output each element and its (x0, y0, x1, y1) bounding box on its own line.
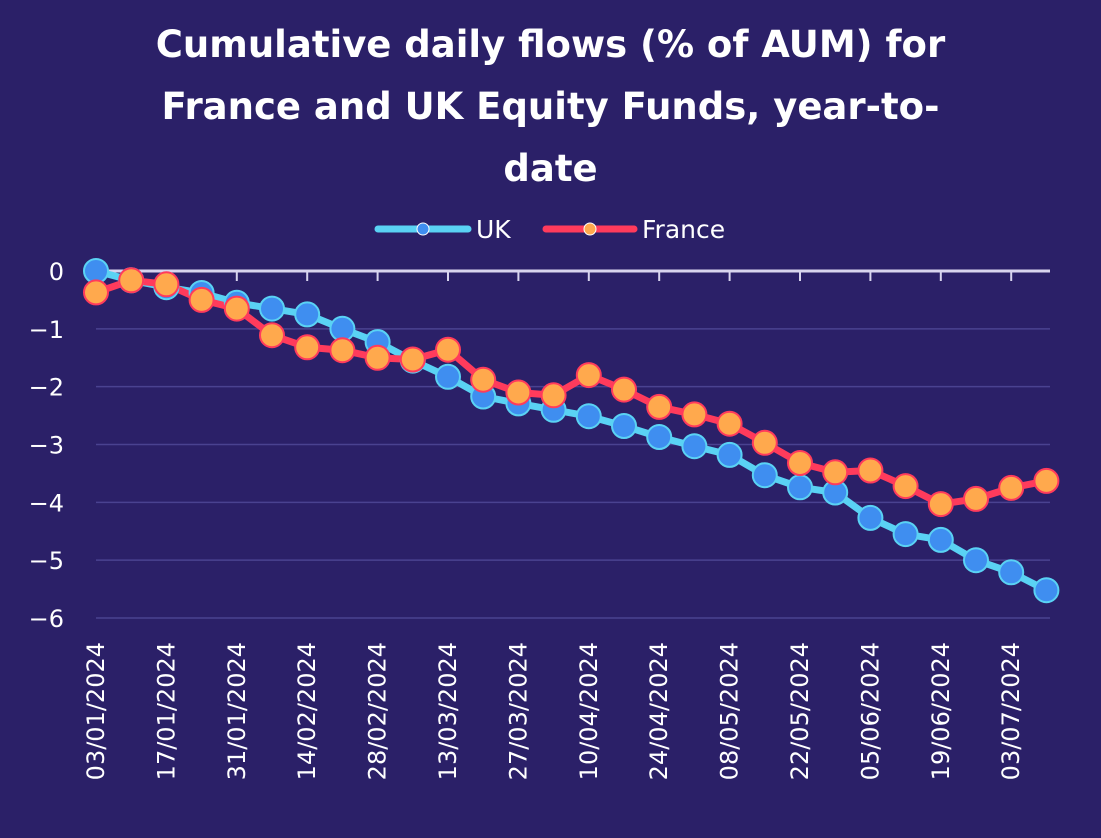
y-tick-label: −2 (29, 374, 64, 402)
x-tick-label: 27/03/2024 (504, 642, 532, 780)
x-tick-label: 10/04/2024 (575, 642, 603, 780)
data-point-france[interactable] (822, 459, 849, 486)
data-point-france[interactable] (716, 410, 743, 437)
x-tick-label: 19/06/2024 (927, 642, 955, 780)
x-tick-label: 28/02/2024 (364, 642, 392, 780)
data-point-uk[interactable] (927, 526, 954, 553)
data-point-uk[interactable] (998, 559, 1025, 586)
data-point-uk[interactable] (716, 441, 743, 468)
data-point-uk[interactable] (681, 433, 708, 460)
data-point-france[interactable] (435, 336, 461, 363)
data-point-france[interactable] (153, 271, 180, 298)
data-point-france[interactable] (611, 376, 637, 403)
y-tick-label: −3 (29, 432, 64, 460)
data-point-uk[interactable] (435, 363, 461, 390)
data-point-uk[interactable] (646, 424, 673, 450)
x-tick-label: 05/06/2024 (856, 642, 884, 780)
x-tick-label: 24/04/2024 (645, 642, 673, 780)
legend-uk-label: UK (476, 215, 511, 244)
data-point-france[interactable] (963, 485, 989, 512)
data-point-uk[interactable] (294, 301, 321, 328)
legend-item-france[interactable]: France (542, 215, 725, 244)
data-point-france[interactable] (540, 382, 567, 409)
data-point-france[interactable] (223, 295, 250, 322)
data-point-uk[interactable] (963, 547, 989, 574)
y-tick-label: −5 (29, 547, 64, 575)
data-point-france[interactable] (681, 401, 708, 428)
series-points (83, 258, 1060, 604)
legend-uk-marker (416, 222, 430, 236)
data-point-uk[interactable] (787, 474, 813, 501)
data-point-uk[interactable] (857, 504, 884, 531)
data-point-france[interactable] (470, 366, 497, 393)
data-point-uk[interactable] (611, 413, 637, 439)
data-point-uk[interactable] (892, 521, 919, 548)
data-point-france[interactable] (188, 286, 215, 313)
data-point-france[interactable] (646, 393, 673, 420)
x-tick-label: 14/02/2024 (293, 642, 321, 780)
x-tick-label: 03/07/2024 (997, 642, 1025, 780)
data-point-france[interactable] (118, 267, 145, 294)
data-point-france[interactable] (329, 337, 356, 364)
y-tick-label: −6 (29, 605, 64, 633)
legend-france-label: France (642, 215, 725, 244)
x-tick-label: 17/01/2024 (152, 642, 180, 780)
x-tick-label: 03/01/2024 (82, 642, 110, 780)
y-tick-label: −4 (29, 489, 64, 517)
x-tick-label: 31/01/2024 (223, 642, 251, 780)
data-point-france[interactable] (857, 457, 884, 484)
x-tick-label: 22/05/2024 (786, 642, 814, 780)
data-point-france[interactable] (364, 344, 391, 371)
data-point-uk[interactable] (1033, 577, 1060, 604)
chart-title-line-2: France and UK Equity Funds, year-to- (161, 85, 940, 128)
legend: UK France (374, 215, 725, 244)
x-tick-label: 08/05/2024 (716, 642, 744, 780)
data-point-france[interactable] (787, 450, 813, 476)
series-lines (92, 267, 1050, 594)
data-point-france[interactable] (399, 346, 426, 373)
data-point-france[interactable] (294, 334, 321, 361)
data-point-france[interactable] (575, 362, 602, 389)
chart-title: Cumulative daily flows (% of AUM) for Fr… (0, 14, 1101, 200)
data-point-uk[interactable] (751, 462, 778, 489)
legend-france-marker (583, 222, 597, 236)
y-tick-label: −1 (29, 316, 64, 344)
y-axis-ticks: 0 −1 −2 −3 −4 −5 −6 (29, 258, 64, 633)
y-tick-label: 0 (49, 258, 64, 286)
data-point-france[interactable] (998, 474, 1025, 501)
legend-item-uk[interactable]: UK (374, 215, 511, 244)
chart-title-line-1: Cumulative daily flows (% of AUM) for (155, 23, 946, 66)
data-point-france[interactable] (83, 279, 109, 306)
data-point-france[interactable] (1033, 467, 1060, 494)
data-point-uk[interactable] (259, 295, 285, 322)
data-point-uk[interactable] (329, 315, 356, 342)
data-point-france[interactable] (892, 473, 919, 500)
data-point-france[interactable] (751, 429, 778, 456)
series-line-france (92, 276, 1050, 508)
x-tick-label: 13/03/2024 (434, 642, 462, 780)
chart-title-line-3: date (503, 147, 598, 190)
data-point-france[interactable] (259, 322, 285, 349)
series-line-uk (92, 267, 1050, 594)
data-point-uk[interactable] (575, 403, 602, 430)
data-point-france[interactable] (927, 491, 954, 518)
data-point-france[interactable] (505, 379, 532, 406)
